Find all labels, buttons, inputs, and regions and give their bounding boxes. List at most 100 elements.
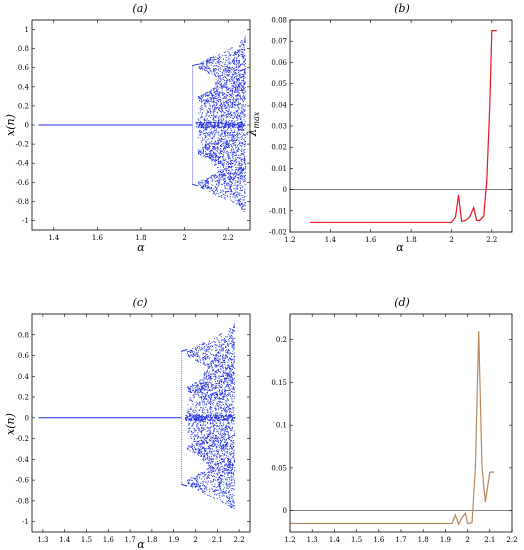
- scatter-point: [206, 469, 208, 471]
- scatter-point: [236, 157, 238, 159]
- scatter-point: [227, 132, 229, 135]
- scatter-point: [223, 101, 226, 104]
- scatter-point: [237, 88, 239, 90]
- scatter-point: [232, 120, 234, 122]
- scatter-point: [243, 109, 245, 111]
- scatter-point: [232, 387, 234, 389]
- scatter-point: [219, 56, 221, 58]
- scatter-point: [223, 178, 225, 180]
- scatter-point: [237, 90, 239, 92]
- scatter-point: [220, 148, 222, 150]
- scatter-point: [214, 122, 216, 125]
- scatter-point: [181, 413, 183, 415]
- scatter-point: [204, 424, 206, 426]
- scatter-point: [224, 61, 227, 63]
- scatter-point: [200, 384, 202, 386]
- scatter-point: [181, 474, 183, 476]
- scatter-point: [206, 437, 208, 439]
- scatter-point: [215, 152, 217, 154]
- scatter-point: [244, 134, 246, 136]
- scatter-point: [211, 126, 213, 128]
- scatter-point: [225, 469, 227, 471]
- scatter-point: [220, 190, 222, 192]
- scatter-point: [210, 426, 212, 428]
- scatter-point: [194, 352, 196, 354]
- scatter-point: [244, 208, 246, 210]
- scatter-point: [226, 101, 228, 103]
- scatter-point: [201, 444, 203, 446]
- scatter-point: [196, 441, 198, 443]
- scatter-point: [181, 418, 183, 420]
- scatter-point: [231, 91, 233, 93]
- scatter-point: [225, 110, 227, 112]
- scatter-point: [206, 455, 208, 457]
- scatter-point: [225, 495, 228, 497]
- scatter-point: [205, 350, 207, 352]
- scatter-point: [244, 55, 246, 57]
- scatter-point: [196, 391, 198, 393]
- scatter-point: [205, 135, 207, 137]
- scatter-point: [233, 58, 235, 60]
- y-tick-label: 0.07: [271, 38, 287, 46]
- scatter-point: [216, 404, 219, 406]
- period2-branch: [192, 63, 199, 67]
- scatter-point: [221, 145, 223, 147]
- scatter-point: [210, 177, 212, 179]
- scatter-point: [235, 146, 237, 148]
- scatter-point: [201, 108, 203, 110]
- scatter-point: [192, 139, 194, 141]
- scatter-point: [192, 127, 194, 129]
- scatter-point: [213, 387, 215, 389]
- scatter-point: [232, 97, 234, 99]
- scatter-point: [211, 458, 213, 460]
- scatter-point: [218, 476, 220, 479]
- scatter-point: [207, 134, 210, 136]
- scatter-point: [229, 374, 231, 376]
- scatter-point: [236, 135, 238, 138]
- scatter-point: [243, 172, 245, 174]
- scatter-point: [236, 76, 238, 78]
- scatter-point: [199, 382, 202, 384]
- scatter-point: [207, 144, 210, 146]
- scatter-point: [234, 140, 236, 142]
- scatter-point: [208, 396, 210, 398]
- scatter-point: [222, 347, 224, 349]
- scatter-point: [230, 68, 232, 70]
- scatter-point: [220, 104, 222, 106]
- scatter-point: [232, 89, 234, 91]
- scatter-point: [223, 105, 225, 107]
- scatter-point: [223, 175, 225, 177]
- scatter-point: [198, 476, 200, 478]
- scatter-point: [231, 131, 234, 133]
- scatter-point: [192, 161, 194, 163]
- scatter-point: [213, 110, 215, 112]
- scatter-point: [239, 181, 241, 183]
- scatter-point: [242, 96, 244, 98]
- scatter-point: [215, 374, 217, 376]
- scatter-point: [240, 77, 242, 79]
- scatter-point: [215, 160, 217, 162]
- scatter-point: [217, 469, 219, 471]
- scatter-point: [241, 127, 243, 129]
- scatter-point: [232, 123, 235, 125]
- scatter-point: [229, 55, 231, 57]
- scatter-point: [208, 371, 211, 373]
- scatter-point: [202, 453, 204, 455]
- scatter-point: [217, 159, 219, 161]
- scatter-point: [198, 427, 200, 429]
- scatter-point: [231, 183, 233, 185]
- scatter-point: [205, 115, 207, 117]
- scatter-point: [218, 182, 220, 184]
- scatter-point: [224, 492, 226, 494]
- scatter-point: [233, 85, 235, 87]
- scatter-point: [214, 148, 216, 150]
- scatter-point: [214, 110, 216, 112]
- scatter-point: [208, 102, 210, 104]
- scatter-point: [212, 89, 215, 91]
- scatter-point: [235, 100, 237, 102]
- scatter-point: [223, 182, 225, 185]
- scatter-point: [192, 450, 195, 452]
- scatter-point: [222, 150, 224, 152]
- scatter-point: [192, 147, 194, 149]
